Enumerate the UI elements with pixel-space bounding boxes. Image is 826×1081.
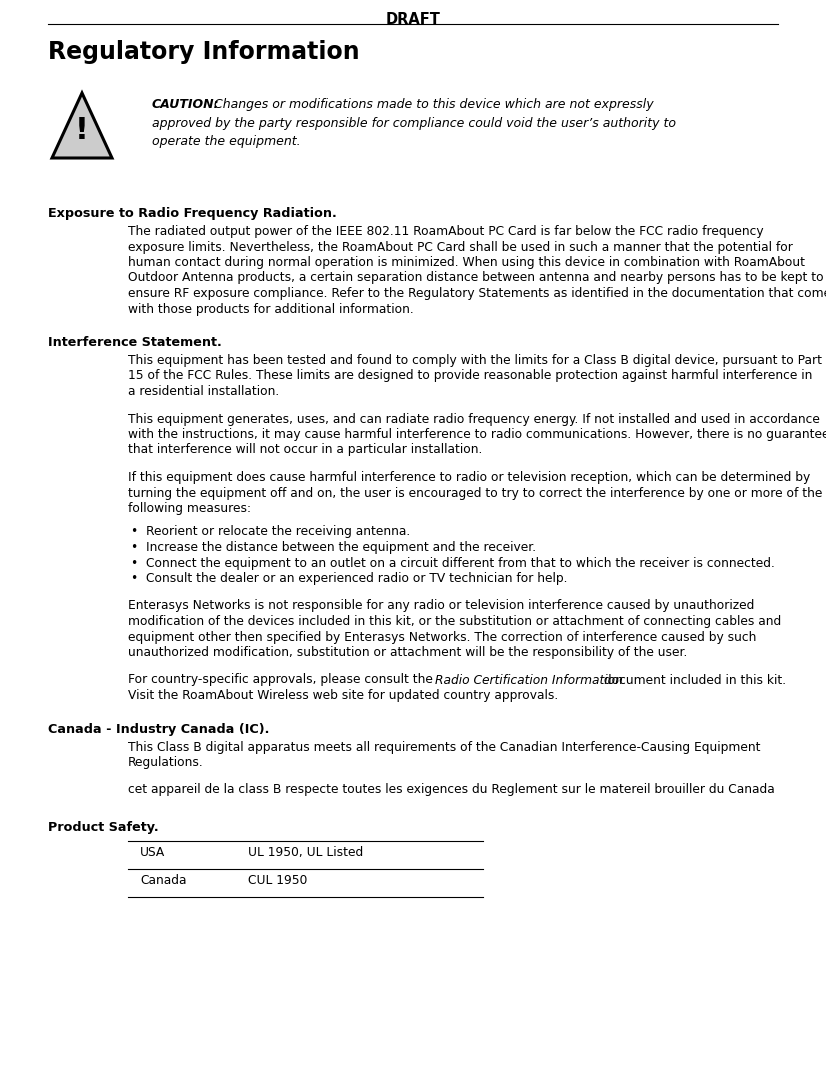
Text: If this equipment does cause harmful interference to radio or television recepti: If this equipment does cause harmful int… [128,471,810,484]
Text: CUL 1950: CUL 1950 [248,875,307,888]
Text: Consult the dealer or an experienced radio or TV technician for help.: Consult the dealer or an experienced rad… [146,572,567,585]
Text: unauthorized modification, substitution or attachment will be the responsibility: unauthorized modification, substitution … [128,646,687,659]
Text: human contact during normal operation is minimized. When using this device in co: human contact during normal operation is… [128,256,805,269]
Text: that interference will not occur in a particular installation.: that interference will not occur in a pa… [128,443,482,456]
Text: Canada - Industry Canada (IC).: Canada - Industry Canada (IC). [48,722,269,735]
Text: Increase the distance between the equipment and the receiver.: Increase the distance between the equipm… [146,540,536,553]
Text: approved by the party responsible for compliance could void the user’s authority: approved by the party responsible for co… [152,117,676,130]
Text: •: • [130,557,137,570]
Text: equipment other then specified by Enterasys Networks. The correction of interfer: equipment other then specified by Entera… [128,630,757,643]
Text: This equipment generates, uses, and can radiate radio frequency energy. If not i: This equipment generates, uses, and can … [128,413,820,426]
Text: Connect the equipment to an outlet on a circuit different from that to which the: Connect the equipment to an outlet on a … [146,557,775,570]
Text: Canada: Canada [140,875,187,888]
Text: document included in this kit.: document included in this kit. [600,673,786,686]
Text: Regulatory Information: Regulatory Information [48,40,359,64]
Text: Enterasys Networks is not responsible for any radio or television interference c: Enterasys Networks is not responsible fo… [128,600,754,613]
Text: Reorient or relocate the receiving antenna.: Reorient or relocate the receiving anten… [146,525,411,538]
Text: CAUTION:: CAUTION: [152,98,220,111]
Text: with the instructions, it may cause harmful interference to radio communications: with the instructions, it may cause harm… [128,428,826,441]
Polygon shape [52,93,112,158]
Text: •: • [130,540,137,553]
Text: This equipment has been tested and found to comply with the limits for a Class B: This equipment has been tested and found… [128,353,822,368]
Text: Changes or modifications made to this device which are not expressly: Changes or modifications made to this de… [210,98,653,111]
Text: Outdoor Antenna products, a certain separation distance between antenna and near: Outdoor Antenna products, a certain sepa… [128,271,824,284]
Text: with those products for additional information.: with those products for additional infor… [128,303,414,316]
Text: !: ! [75,116,89,145]
Text: modification of the devices included in this kit, or the substitution or attachm: modification of the devices included in … [128,615,781,628]
Text: turning the equipment off and on, the user is encouraged to try to correct the i: turning the equipment off and on, the us… [128,486,823,499]
Text: This Class B digital apparatus meets all requirements of the Canadian Interferen: This Class B digital apparatus meets all… [128,740,761,753]
Text: •: • [130,572,137,585]
Text: The radiated output power of the IEEE 802.11 RoamAbout PC Card is far below the : The radiated output power of the IEEE 80… [128,225,763,238]
Text: UL 1950, UL Listed: UL 1950, UL Listed [248,846,363,859]
Text: DRAFT: DRAFT [386,12,440,27]
Text: Radio Certification Information: Radio Certification Information [435,673,623,686]
Text: Product Safety.: Product Safety. [48,820,159,835]
Text: Regulations.: Regulations. [128,756,204,769]
Text: operate the equipment.: operate the equipment. [152,135,301,148]
Text: a residential installation.: a residential installation. [128,385,279,398]
Text: For country-specific approvals, please consult the: For country-specific approvals, please c… [128,673,437,686]
Text: following measures:: following measures: [128,502,251,515]
Text: 15 of the FCC Rules. These limits are designed to provide reasonable protection : 15 of the FCC Rules. These limits are de… [128,370,813,383]
Text: ensure RF exposure compliance. Refer to the Regulatory Statements as identified : ensure RF exposure compliance. Refer to … [128,286,826,301]
Text: Exposure to Radio Frequency Radiation.: Exposure to Radio Frequency Radiation. [48,206,337,221]
Text: USA: USA [140,846,165,859]
Text: exposure limits. Nevertheless, the RoamAbout PC Card shall be used in such a man: exposure limits. Nevertheless, the RoamA… [128,240,793,254]
Text: cet appareil de la class B respecte toutes les exigences du Reglement sur le mat: cet appareil de la class B respecte tout… [128,784,775,797]
Text: •: • [130,525,137,538]
Text: Visit the RoamAbout Wireless web site for updated country approvals.: Visit the RoamAbout Wireless web site fo… [128,689,558,702]
Text: Interference Statement.: Interference Statement. [48,336,221,349]
